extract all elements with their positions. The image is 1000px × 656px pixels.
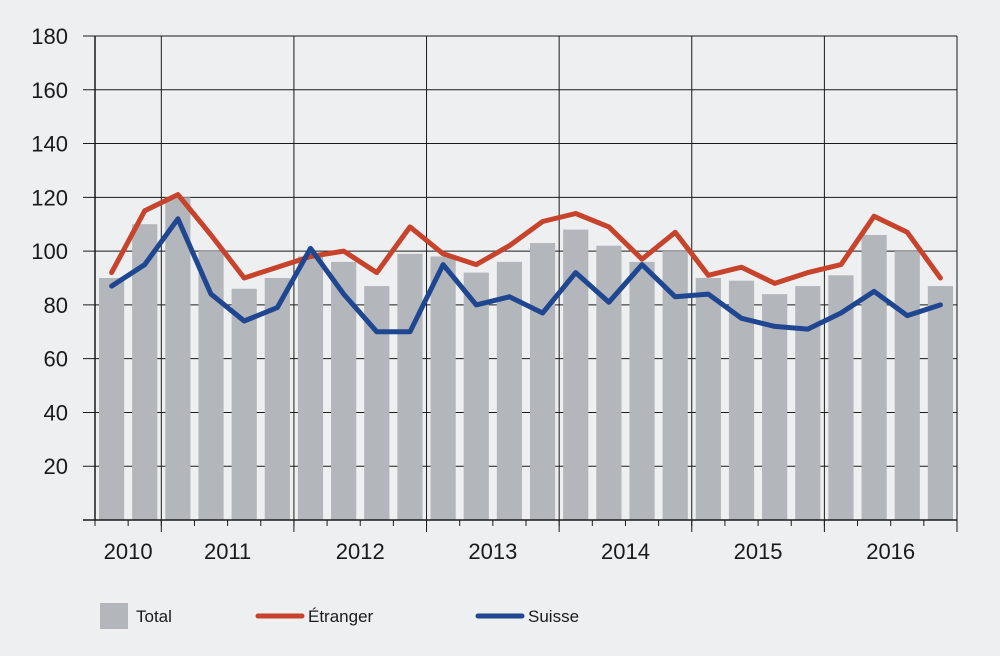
bar-total-4 <box>231 288 257 520</box>
y-tick-label-60: 60 <box>44 347 68 372</box>
x-tick-label-2016: 2016 <box>866 539 915 564</box>
bar-total-11 <box>463 272 489 520</box>
line-etranger <box>109 192 943 286</box>
y-tick-label-140: 140 <box>31 132 68 157</box>
grid <box>83 35 958 532</box>
legend: Total Étranger Suisse <box>100 603 579 629</box>
legend-swatch-total <box>100 603 128 629</box>
x-tick-label-2010: 2010 <box>104 539 153 564</box>
y-tick-label-100: 100 <box>31 239 68 264</box>
series-lines <box>109 192 943 335</box>
bar-total-21 <box>795 286 821 520</box>
x-tick-label-2015: 2015 <box>734 539 783 564</box>
y-tick-labels: 20 40 60 80 100 120 140 160 180 <box>31 24 68 479</box>
y-tick-label-80: 80 <box>44 293 68 318</box>
bar-total-16 <box>629 261 655 520</box>
y-tick-label-160: 160 <box>31 78 68 103</box>
y-tick-label-40: 40 <box>44 400 68 425</box>
x-tick-labels: 2010 2011 2012 2013 2014 2015 2016 <box>104 539 915 564</box>
bar-total-12 <box>496 261 523 520</box>
axes <box>83 36 958 526</box>
bar-total-10 <box>430 256 456 520</box>
bar-total-18 <box>695 278 721 520</box>
x-tick-label-2013: 2013 <box>468 539 517 564</box>
x-tick-label-2012: 2012 <box>336 539 385 564</box>
bar-total-5 <box>264 278 290 520</box>
y-tick-label-20: 20 <box>44 454 68 479</box>
legend-label-suisse: Suisse <box>528 607 579 626</box>
bar-total-20 <box>762 294 788 520</box>
bar-total-13 <box>529 243 556 521</box>
x-tick-label-2014: 2014 <box>601 539 650 564</box>
line-suisse <box>109 216 943 335</box>
bar-total-25 <box>927 286 954 520</box>
bar-total-23 <box>861 234 887 520</box>
y-tick-label-120: 120 <box>31 185 68 210</box>
bar-total-24 <box>894 251 920 520</box>
bar-total-0 <box>98 278 125 520</box>
bar-total-1 <box>132 224 158 520</box>
x-tick-label-2011: 2011 <box>204 539 251 564</box>
legend-label-etranger: Étranger <box>308 607 374 626</box>
legend-label-total: Total <box>136 607 172 626</box>
bar-total-6 <box>297 256 324 520</box>
bar-total-2 <box>165 197 191 521</box>
bar-total-9 <box>397 253 423 521</box>
bar-total-15 <box>596 245 622 520</box>
y-tick-label-180: 180 <box>31 24 68 49</box>
